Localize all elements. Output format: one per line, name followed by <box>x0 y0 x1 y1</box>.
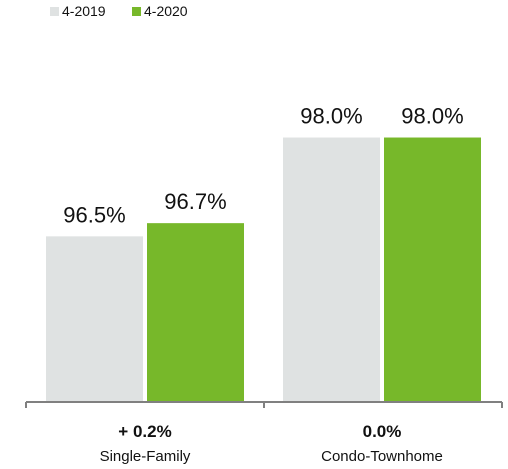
category-label-Single-Family: Single-Family <box>100 448 191 465</box>
change-label-Single-Family: + 0.2% <box>118 422 171 441</box>
data-label-4-2020-Condo-Townhome: 98.0% <box>401 104 463 129</box>
bar-4-2019-Single-Family <box>46 236 143 401</box>
legend-label-4-2019: 4-2019 <box>62 3 106 19</box>
legend-swatch-4-2020 <box>132 7 141 16</box>
chart-legend: 4-2019 4-2020 <box>50 3 188 19</box>
bar-4-2019-Condo-Townhome <box>283 137 380 402</box>
bar-4-2020-Condo-Townhome <box>384 137 481 402</box>
category-label-Condo-Townhome: Condo-Townhome <box>321 448 443 465</box>
category-label-group: + 0.2% Single-Family 0.0% Condo-Townhome <box>100 422 443 465</box>
legend-label-4-2020: 4-2020 <box>144 3 188 19</box>
data-label-4-2019-Single-Family: 96.5% <box>63 202 125 227</box>
value-label-group: 96.5% 96.7% 98.0% 98.0% <box>63 104 463 228</box>
legend-swatch-4-2019 <box>50 7 59 16</box>
data-label-4-2019-Condo-Townhome: 98.0% <box>300 104 362 129</box>
bar-4-2020-Single-Family <box>147 223 244 401</box>
bar-group <box>46 137 481 402</box>
x-axis <box>25 401 503 408</box>
data-label-4-2020-Single-Family: 96.7% <box>164 189 226 214</box>
change-label-Condo-Townhome: 0.0% <box>363 422 402 441</box>
